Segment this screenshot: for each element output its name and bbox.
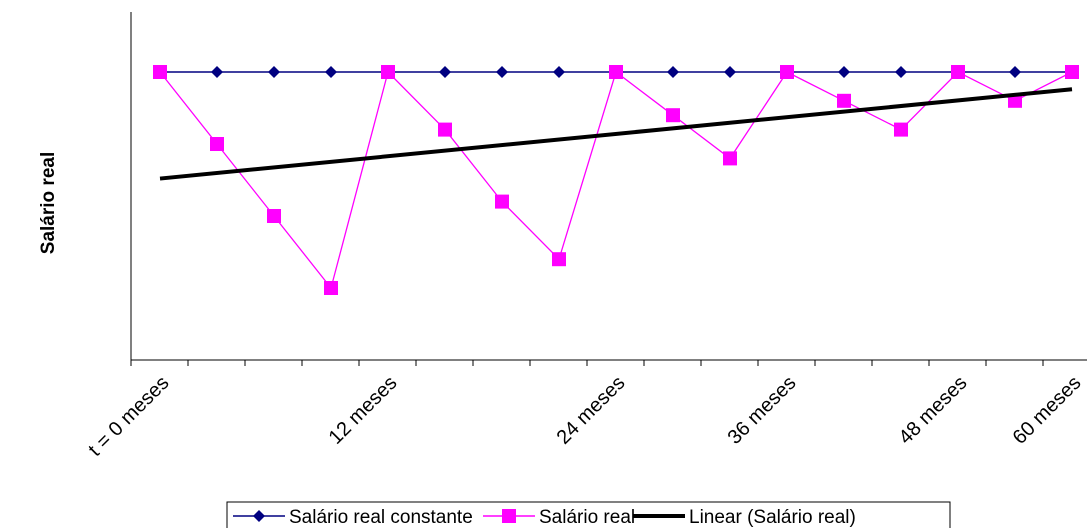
data-point [553,66,565,78]
data-point [666,108,680,123]
data-point [894,122,908,137]
legend-entry: Salário real [483,507,635,528]
data-point [724,66,736,78]
x-tick-label: 24 meses [553,372,630,449]
series-2 [153,65,1079,295]
data-point [496,66,508,78]
x-tick-labels: t = 0 meses 12 meses 24 meses 36 meses 48 me… [84,372,1085,461]
data-point [153,65,167,79]
x-tick-label: t = 0 meses [84,372,173,461]
legend-label: Salário real constante [289,507,473,528]
data-point [268,66,280,78]
data-point [1008,93,1022,108]
data-point [210,137,224,151]
x-tick-label: 60 meses [1009,372,1086,449]
x-tick-label: 36 meses [724,372,801,449]
series-layer [153,65,1079,295]
data-point [552,252,566,267]
series-3 [159,87,1073,181]
legend-box [226,501,951,528]
data-point [381,65,395,79]
data-point [837,93,851,108]
data-point [838,66,850,78]
x-ticks [130,360,1044,366]
x-tick-label: 12 meses [325,372,402,449]
data-point [723,151,737,166]
data-point [495,194,509,209]
data-point [324,281,338,295]
legend-entry: Linear (Salário real) [633,507,856,528]
legend-marker [253,510,265,522]
data-point [438,122,452,137]
x-tick-label: 48 meses [895,372,972,449]
data-point [1065,65,1079,79]
legend: Salário real constante Salário real Linear… [226,501,951,528]
data-point [780,65,794,79]
axes [130,12,1087,361]
legend-label: Linear (Salário real) [689,507,856,528]
data-point [439,66,451,78]
y-axis-title: Salário real [38,152,59,254]
data-point [951,65,965,79]
data-point [325,66,337,78]
legend-marker [502,509,516,523]
data-point [667,66,679,78]
data-point [211,66,223,78]
data-point [895,66,907,78]
series-line [159,87,1073,181]
data-point [267,209,281,223]
legend-entry: Salário real constante [233,507,473,528]
data-point [609,65,623,79]
data-point [1009,66,1021,78]
legend-label: Salário real [539,507,635,528]
